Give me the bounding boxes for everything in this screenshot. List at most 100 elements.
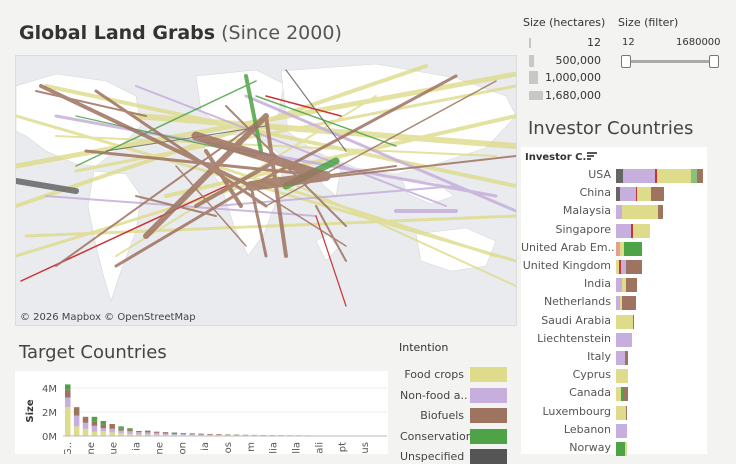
- target-bar-segment[interactable]: [198, 435, 204, 436]
- investor-bar[interactable]: [616, 296, 636, 310]
- investor-bar-segment[interactable]: [651, 187, 664, 201]
- target-bar-segment[interactable]: [172, 434, 178, 435]
- investor-label[interactable]: Netherlands: [521, 295, 611, 308]
- investor-bar[interactable]: [616, 260, 642, 274]
- investor-bar-segment[interactable]: [697, 169, 703, 183]
- investor-bar[interactable]: [616, 187, 664, 201]
- investor-bar-segment[interactable]: [622, 205, 658, 219]
- size-filter-min-handle[interactable]: [621, 55, 631, 68]
- target-bar-segment[interactable]: [83, 417, 89, 423]
- target-bar-segment[interactable]: [83, 429, 89, 436]
- investor-bar[interactable]: [616, 369, 628, 383]
- intention-legend-swatch[interactable]: [470, 388, 507, 403]
- intention-legend-label[interactable]: Biofuels: [400, 409, 464, 422]
- investor-bar[interactable]: [616, 351, 628, 365]
- investor-label[interactable]: Luxembourg: [521, 405, 611, 418]
- target-bar-segment[interactable]: [189, 433, 195, 434]
- target-bar-segment[interactable]: [109, 432, 115, 436]
- investor-label[interactable]: India: [521, 277, 611, 290]
- target-bar-segment[interactable]: [92, 422, 98, 426]
- intention-legend-label[interactable]: Non-food a..: [400, 389, 464, 402]
- target-bar-segment[interactable]: [154, 433, 160, 435]
- investor-bar[interactable]: [616, 333, 632, 347]
- target-bar-segment[interactable]: [172, 433, 178, 434]
- investor-label[interactable]: China: [521, 186, 611, 199]
- target-bar-segment[interactable]: [163, 432, 169, 433]
- target-bar-segment[interactable]: [145, 432, 151, 434]
- target-bar-segment[interactable]: [189, 434, 195, 435]
- map-attribution[interactable]: © 2026 Mapbox © OpenStreetMap: [20, 312, 196, 323]
- intention-legend-swatch[interactable]: [470, 408, 507, 423]
- investor-label[interactable]: Lebanon: [521, 423, 611, 436]
- investor-label[interactable]: Singapore: [521, 223, 611, 236]
- investor-bar[interactable]: [616, 406, 627, 420]
- target-bar-segment[interactable]: [101, 421, 107, 425]
- target-bar-segment[interactable]: [92, 426, 98, 432]
- investor-bar-segment[interactable]: [626, 260, 642, 274]
- investor-bar-segment[interactable]: [616, 315, 633, 329]
- target-bar-segment[interactable]: [74, 426, 80, 436]
- investor-bar-segment[interactable]: [623, 387, 628, 401]
- target-bar-segment[interactable]: [181, 433, 187, 434]
- intention-legend-label[interactable]: Conservation: [400, 430, 464, 443]
- investor-label[interactable]: Canada: [521, 386, 611, 399]
- investor-bar[interactable]: [616, 205, 663, 219]
- target-bar-segment[interactable]: [181, 434, 187, 435]
- target-bar-segment[interactable]: [127, 431, 133, 434]
- investor-bar-segment[interactable]: [625, 351, 628, 365]
- investor-bar-segment[interactable]: [616, 169, 623, 183]
- target-bar-segment[interactable]: [65, 407, 71, 436]
- investor-bar-segment[interactable]: [637, 187, 651, 201]
- target-bar-segment[interactable]: [65, 389, 71, 397]
- investor-bar-segment[interactable]: [626, 406, 627, 420]
- investor-label[interactable]: United Kingdom: [521, 259, 611, 272]
- investor-label[interactable]: USA: [521, 168, 611, 181]
- intention-legend-swatch[interactable]: [470, 367, 507, 382]
- intention-legend-swatch[interactable]: [470, 449, 507, 464]
- target-bar-segment[interactable]: [198, 434, 204, 435]
- investor-label[interactable]: Liechtenstein: [521, 332, 611, 345]
- flow-map[interactable]: © 2026 Mapbox © OpenStreetMap: [15, 55, 517, 326]
- investor-bar-segment[interactable]: [620, 187, 636, 201]
- target-bar-segment[interactable]: [145, 431, 151, 433]
- size-filter-max-handle[interactable]: [709, 55, 719, 68]
- investor-bar-segment[interactable]: [616, 406, 626, 420]
- target-bar-segment[interactable]: [127, 429, 133, 431]
- investor-bar-segment[interactable]: [657, 169, 691, 183]
- target-bar-segment[interactable]: [83, 423, 89, 429]
- intention-legend-swatch[interactable]: [470, 429, 507, 444]
- investor-bar[interactable]: [616, 424, 627, 438]
- target-bar-segment[interactable]: [118, 429, 124, 431]
- investor-bar-segment[interactable]: [624, 242, 642, 256]
- target-bar-segment[interactable]: [118, 431, 124, 433]
- investor-bar-segment[interactable]: [616, 333, 632, 347]
- investor-bar-segment[interactable]: [616, 369, 628, 383]
- target-bar-segment[interactable]: [101, 428, 107, 431]
- investor-label[interactable]: Norway: [521, 441, 611, 454]
- target-bar-segment[interactable]: [216, 434, 222, 435]
- investor-bar[interactable]: [616, 278, 637, 292]
- investor-bar[interactable]: [616, 387, 628, 401]
- investor-bar-segment[interactable]: [616, 424, 627, 438]
- target-bar-segment[interactable]: [92, 432, 98, 436]
- intention-legend-label[interactable]: Unspecified: [400, 450, 464, 463]
- investor-label[interactable]: Malaysia: [521, 204, 611, 217]
- target-bar-segment[interactable]: [163, 433, 169, 434]
- target-bar-segment[interactable]: [109, 424, 115, 429]
- investor-label[interactable]: United Arab Em..: [521, 241, 611, 254]
- target-bar-segment[interactable]: [74, 416, 80, 427]
- target-bar-segment[interactable]: [136, 432, 142, 434]
- size-filter-track[interactable]: [626, 60, 714, 63]
- investor-bar[interactable]: [616, 315, 634, 329]
- investor-bar-segment[interactable]: [622, 296, 636, 310]
- target-bar-segment[interactable]: [101, 431, 107, 436]
- investor-bar[interactable]: [616, 242, 642, 256]
- sort-icon[interactable]: [587, 152, 597, 160]
- investor-bar-segment[interactable]: [658, 205, 663, 219]
- target-bar-segment[interactable]: [136, 431, 142, 432]
- investor-bar-segment[interactable]: [633, 315, 634, 329]
- investor-bar-segment[interactable]: [616, 351, 625, 365]
- target-bar-segment[interactable]: [65, 398, 71, 408]
- target-bar-segment[interactable]: [118, 426, 124, 428]
- intention-legend-label[interactable]: Food crops: [400, 368, 464, 381]
